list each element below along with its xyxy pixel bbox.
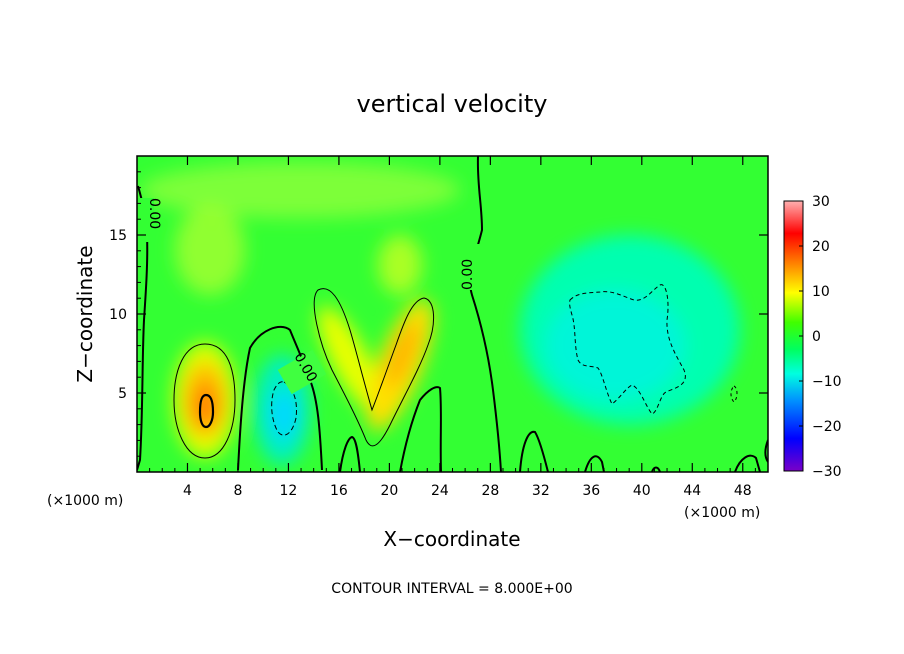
zero-contour-central [469,156,502,472]
updraft-upper-left [175,205,245,295]
zero-contour-spike-47 [734,454,761,472]
contour-label-central: 0.00 [460,259,476,290]
colorbar-ticks: 30 20 10 0 −10 −20 −30 [799,194,842,480]
x-tick-label: 16 [330,483,348,499]
colorbar-tick-label: 0 [812,329,821,345]
contour-neg8-east [569,284,686,415]
contour-lines [137,156,768,472]
colorbar-tick-label: 20 [812,239,830,255]
x-tick-label: 12 [280,483,298,499]
contour-16-left [198,393,215,429]
contour-label-bg-mid [277,349,327,395]
colorbar-tick-label: 30 [812,194,830,210]
updraft-right-core [385,322,419,388]
y-axis-label: Z−coordinate [73,245,97,382]
contour-8-v-shape [313,288,434,447]
contour-label-bg-central [466,244,484,290]
x-tick-label: 40 [633,483,651,499]
x-tick-label: 32 [532,483,550,499]
updraft-mid-arm [317,306,383,414]
x-tick-label: 44 [683,483,701,499]
contour-8-left [173,343,236,459]
y-axis-ticks: 5 10 15 [109,171,768,457]
chart-title: vertical velocity [357,90,548,118]
zero-contour-spike-32 [519,430,549,472]
zero-contour-spike-mid [399,386,442,472]
contour-neg8-west [271,381,297,436]
downdraft-west-core [270,390,298,440]
colorbar-tick-label: −30 [812,464,842,480]
y-tick-label: 15 [109,228,127,244]
x-tick-label: 4 [183,483,192,499]
x-axis-ticks: 4 8 12 16 20 24 28 32 36 40 44 48 [149,156,756,499]
velocity-field: 0.00 0.00 0.00 [137,156,768,472]
zero-contour-spike-left [339,435,361,472]
x-tick-label: 48 [734,483,752,499]
upper-haze [140,162,460,218]
colorbar-tick-label: −10 [812,374,842,390]
x-unit-right: (×1000 m) [684,505,760,521]
colorbar-tick-label: −20 [812,419,842,435]
y-tick-label: 5 [118,386,127,402]
colorbar-tick-label: 10 [812,284,830,300]
x-unit-left: (×1000 m) [47,493,123,509]
x-tick-label: 8 [233,483,242,499]
contour-interval-note: CONTOUR INTERVAL = 8.000E+00 [331,581,572,597]
x-tick-label: 36 [582,483,600,499]
zero-contour-spike-36 [584,455,605,472]
downdraft-east-core [545,290,685,400]
x-axis-label: X−coordinate [383,527,520,551]
zero-contour-spike-40 [651,466,661,472]
contour-labels: 0.00 0.00 0.00 [137,198,484,395]
x-tick-label: 20 [380,483,398,499]
contour-label-bg-west [137,198,154,242]
colorbar: 30 20 10 0 −10 −20 −30 [783,194,842,480]
x-tick-label: 24 [431,483,449,499]
contour-label-west: 0.00 [146,198,162,229]
updraft-left-core [193,383,217,427]
x-tick-label: 28 [481,483,499,499]
zero-contour-lobe-west [237,325,323,471]
y-tick-label: 10 [109,307,127,323]
updraft-top-haze [378,235,422,295]
